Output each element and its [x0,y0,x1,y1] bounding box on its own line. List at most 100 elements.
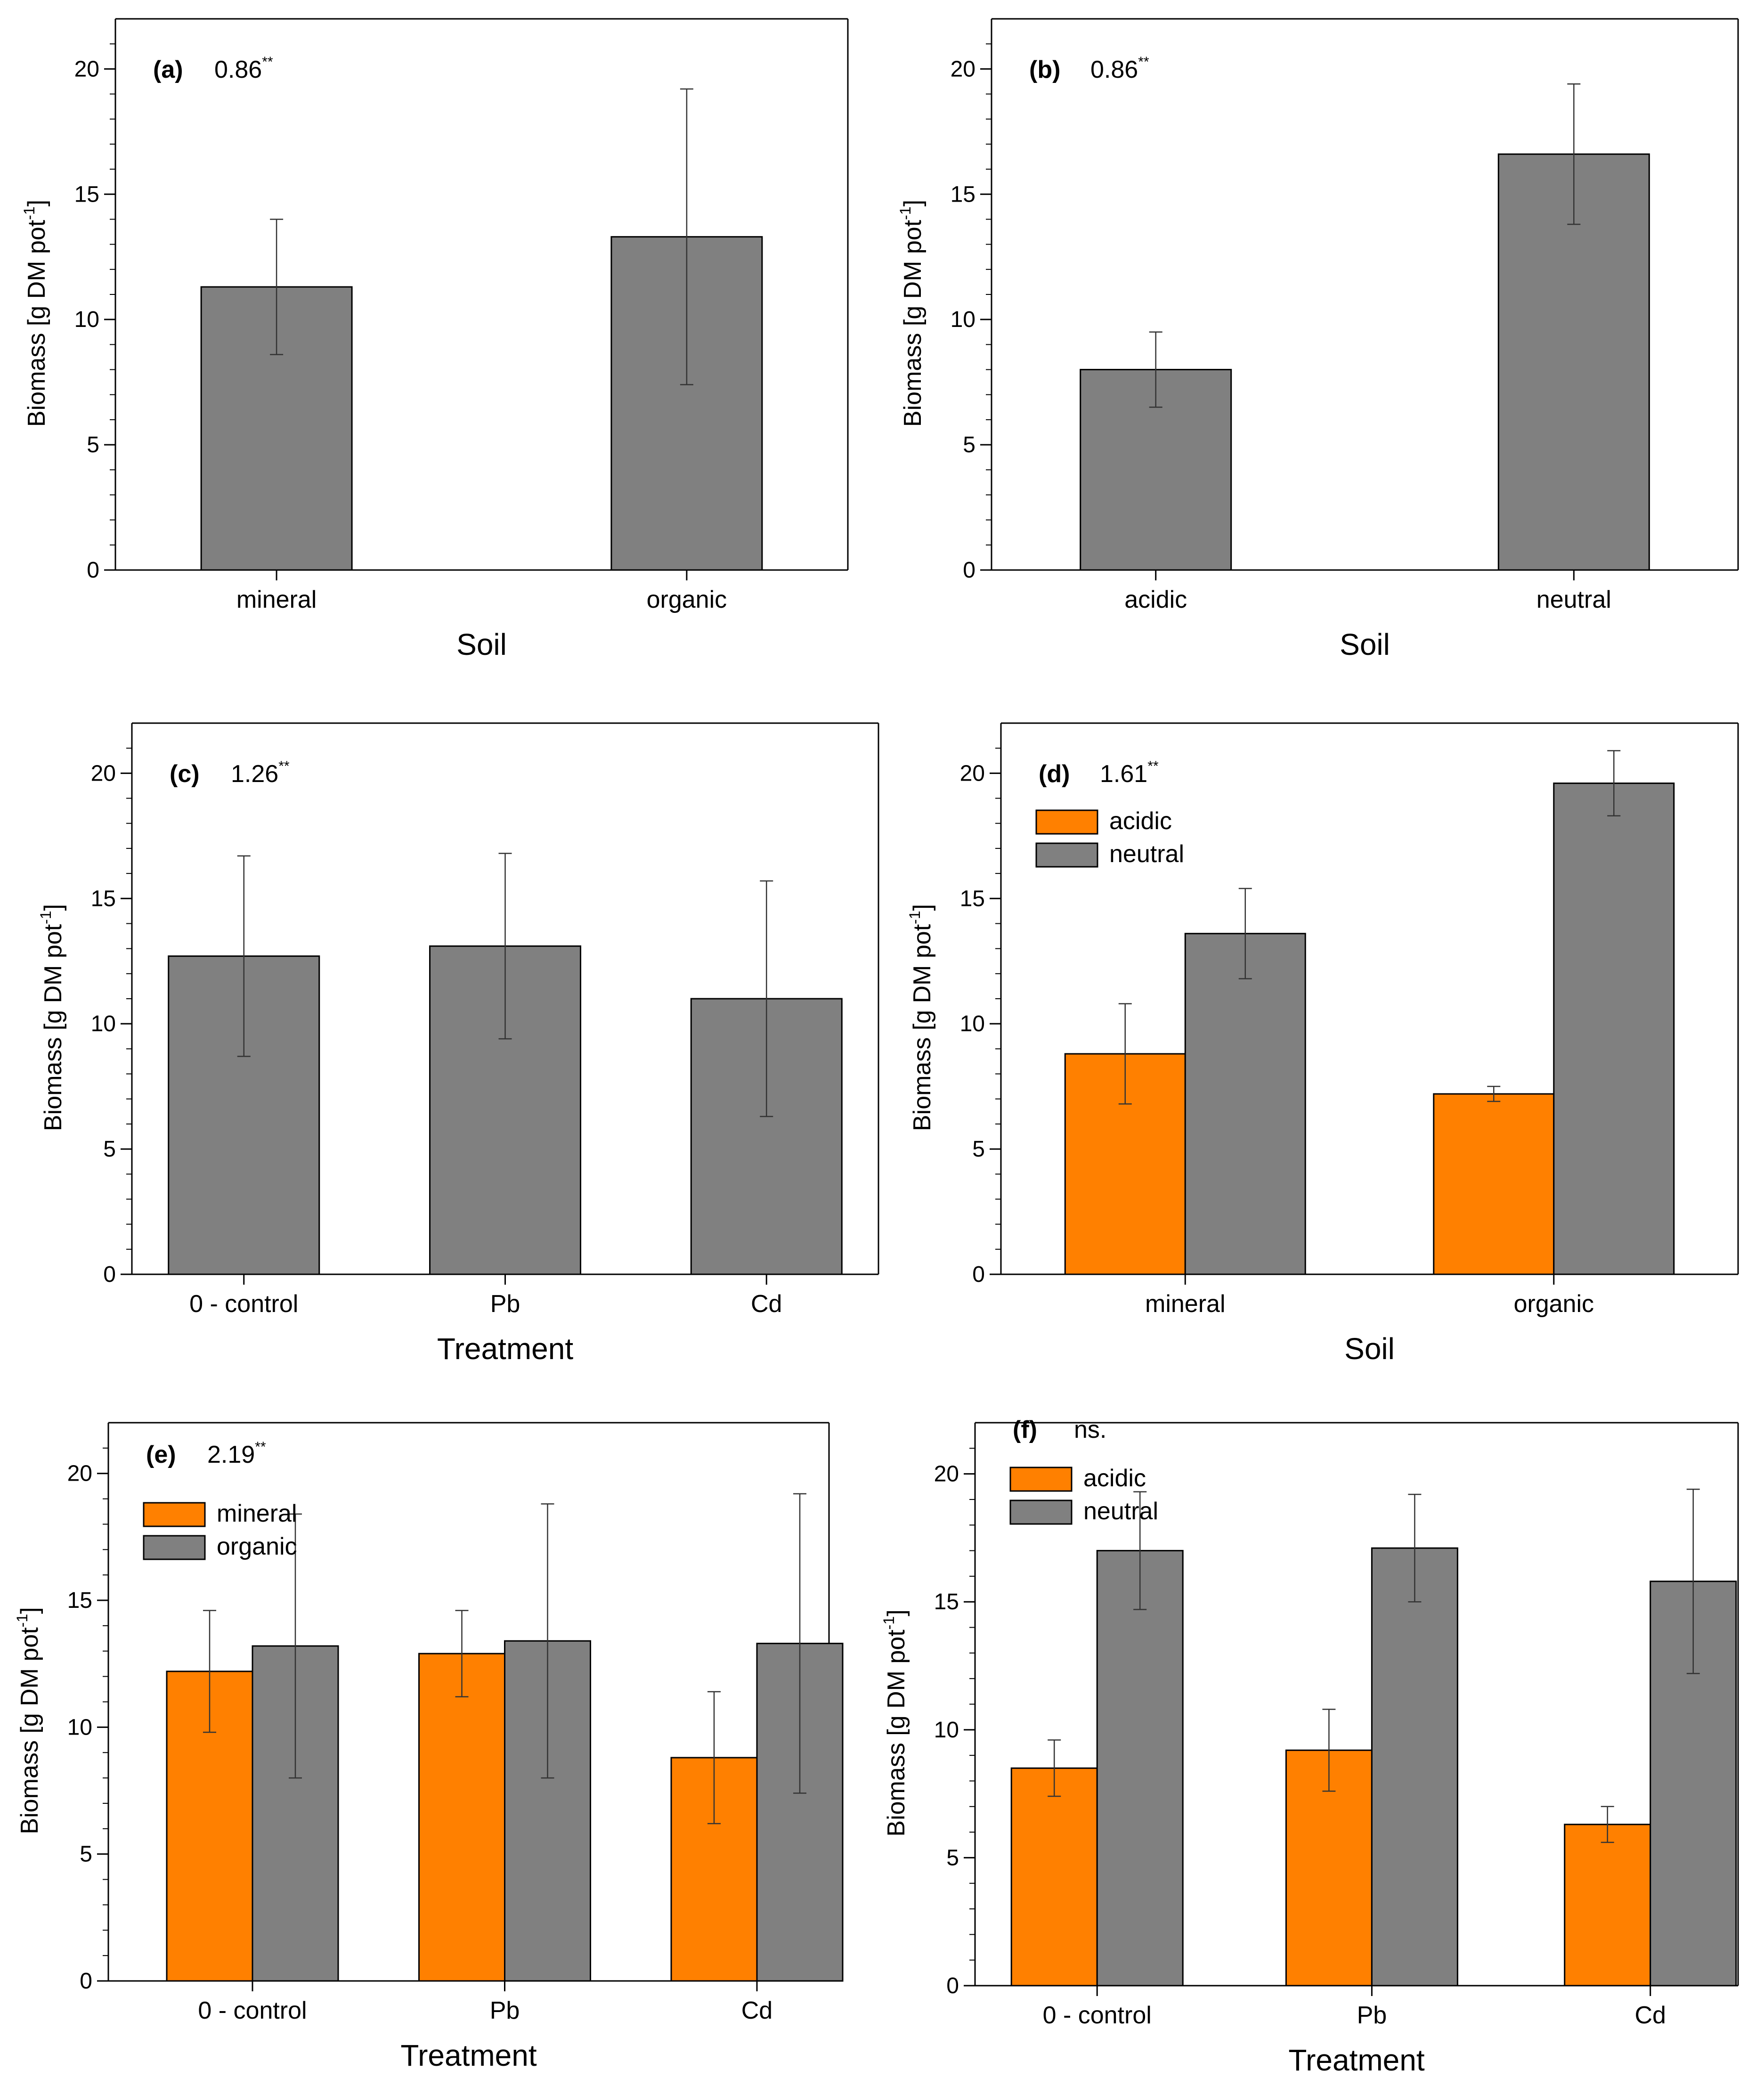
x-tick-label: mineral [236,586,317,613]
bar-acidic [1433,1093,1555,1275]
y-axis-label: Biomass [g DM pot-1] [880,1609,910,1836]
x-axis-label: Treatment [437,1332,574,1366]
y-tick-label: 15 [91,886,116,911]
y-tick-label: 0 [963,558,975,583]
y-axis-label: Biomass [g DM pot-1] [21,200,50,427]
x-tick-label: Cd [741,1997,772,2024]
chart-panel-d: 0 5 10 15 20 Biomass [g DM pot-1] mineral organ… [906,722,1739,1366]
y-axis-label-end: ] [909,904,936,911]
y-axis-label-main: Biomass [g DM pot [40,924,67,1131]
panel-statistic-sup: ** [278,758,290,774]
x-axis-label: Soil [1344,1332,1395,1366]
legend-label-organic: organic [217,1533,297,1560]
y-tick-label: 10 [91,1011,116,1036]
y-axis-label-sup: -1 [14,1614,31,1627]
y-axis-label: Biomass [g DM pot-1] [14,1607,43,1834]
panel-tag: (e) [146,1441,176,1468]
y-tick-label: 5 [946,1845,959,1870]
y-axis-label-main: Biomass [g DM pot [883,1630,910,1837]
panel-statistic-sup: ** [255,1439,266,1455]
y-tick-label: 5 [963,432,975,457]
y-axis-label: Biomass [g DM pot-1] [906,904,936,1131]
x-axis-label: Treatment [400,2038,537,2072]
legend-swatch-acidic [1009,1467,1073,1492]
y-tick-label: 0 [972,1262,985,1287]
y-axis-label-main: Biomass [g DM pot [899,220,927,427]
y-tick-label: 0 [87,558,99,583]
y-axis-label-end: ] [23,200,50,206]
chart-panel-b: 0 5 10 15 20 Biomass [g DM pot-1] acidic neutra… [897,18,1739,661]
y-axis-label-sup: -1 [21,206,38,220]
x-tick-label: acidic [1124,586,1187,613]
x-tick-label: organic [1513,1290,1594,1318]
legend-swatch-mineral [143,1502,206,1527]
y-tick-label: 5 [103,1137,116,1162]
y-tick-label: 0 [946,1973,959,1998]
legend-swatch-acidic [1035,809,1098,835]
y-tick-label: 20 [67,1461,92,1486]
y-axis-label-sup: -1 [897,206,914,220]
y-axis-label-main: Biomass [g DM pot [909,924,936,1131]
legend-label-neutral: neutral [1109,840,1184,868]
y-axis-label-main: Biomass [g DM pot [16,1627,43,1834]
y-axis-label-sup: -1 [37,911,54,924]
y-axis-label-end: ] [899,200,927,206]
legend-label-acidic: acidic [1083,1465,1146,1492]
panel-tag: (a) [153,56,183,83]
bar-neutral [1553,782,1675,1275]
x-tick-label: 0 - control [189,1290,298,1318]
y-tick-label: 15 [951,182,975,207]
panel-statistic: 1.61** [1100,758,1159,788]
bar-neutral [1371,1547,1458,1987]
y-tick-label: 20 [74,57,99,81]
panel-statistic-value: ns. [1074,1416,1106,1443]
panel-statistic-sup: ** [262,54,273,70]
bar-mineral [418,1653,505,1982]
y-tick-label: 15 [74,182,99,207]
x-tick-label: Pb [490,1997,520,2024]
bar-acidic [1564,1824,1651,1987]
y-axis-label: Biomass [g DM pot-1] [897,200,927,427]
panel-statistic: 0.86** [1090,54,1149,83]
panel-tag: (d) [1039,760,1070,788]
y-tick-label: 10 [951,307,975,332]
bar-neutral [1096,1550,1184,1987]
panel-statistic-value: 1.61 [1100,760,1147,788]
x-tick-label: organic [647,586,727,613]
panel-statistic: ns. [1074,1416,1106,1443]
y-tick-label: 10 [934,1718,959,1743]
chart-panel-c: 0 5 10 15 20 Biomass [g DM pot-1] 0 - control P… [37,722,879,1366]
x-tick-label: neutral [1536,586,1611,613]
panel-statistic: 0.86** [214,54,273,83]
panel-statistic-sup: ** [1138,54,1149,70]
panel-statistic-value: 2.19 [207,1441,255,1468]
x-tick-label: Pb [490,1290,520,1318]
legend-label-neutral: neutral [1083,1498,1158,1525]
x-tick-label: Pb [1357,2002,1387,2029]
legend-swatch-organic [143,1535,206,1560]
y-axis-label-end: ] [883,1609,910,1616]
y-tick-label: 20 [951,57,975,81]
panel-tag: (b) [1029,56,1060,83]
x-axis-label: Soil [1340,627,1390,661]
legend-swatch-neutral [1009,1499,1073,1525]
x-tick-label: 0 - control [1043,2002,1152,2029]
panel-tag: (f) [1013,1416,1037,1443]
y-tick-label: 20 [91,761,116,786]
panel-statistic: 1.26** [231,758,290,788]
chart-panel-f: 0 5 10 15 20 Biomass [g DM pot-1] 0 - control P… [880,1416,1739,2077]
bar-neutral [1184,933,1306,1275]
legend-swatch-neutral [1035,842,1098,868]
panel-tag: (c) [170,760,200,788]
y-tick-label: 10 [74,307,99,332]
x-tick-label: 0 - control [198,1997,307,2024]
y-tick-label: 5 [87,432,99,457]
y-tick-label: 10 [960,1011,985,1036]
panel-statistic-value: 1.26 [231,760,278,788]
x-tick-label: mineral [1145,1290,1226,1318]
x-axis-label: Treatment [1288,2043,1425,2077]
y-tick-label: 15 [67,1588,92,1613]
y-axis-label: Biomass [g DM pot-1] [37,904,67,1131]
y-axis-label-end: ] [16,1607,43,1613]
